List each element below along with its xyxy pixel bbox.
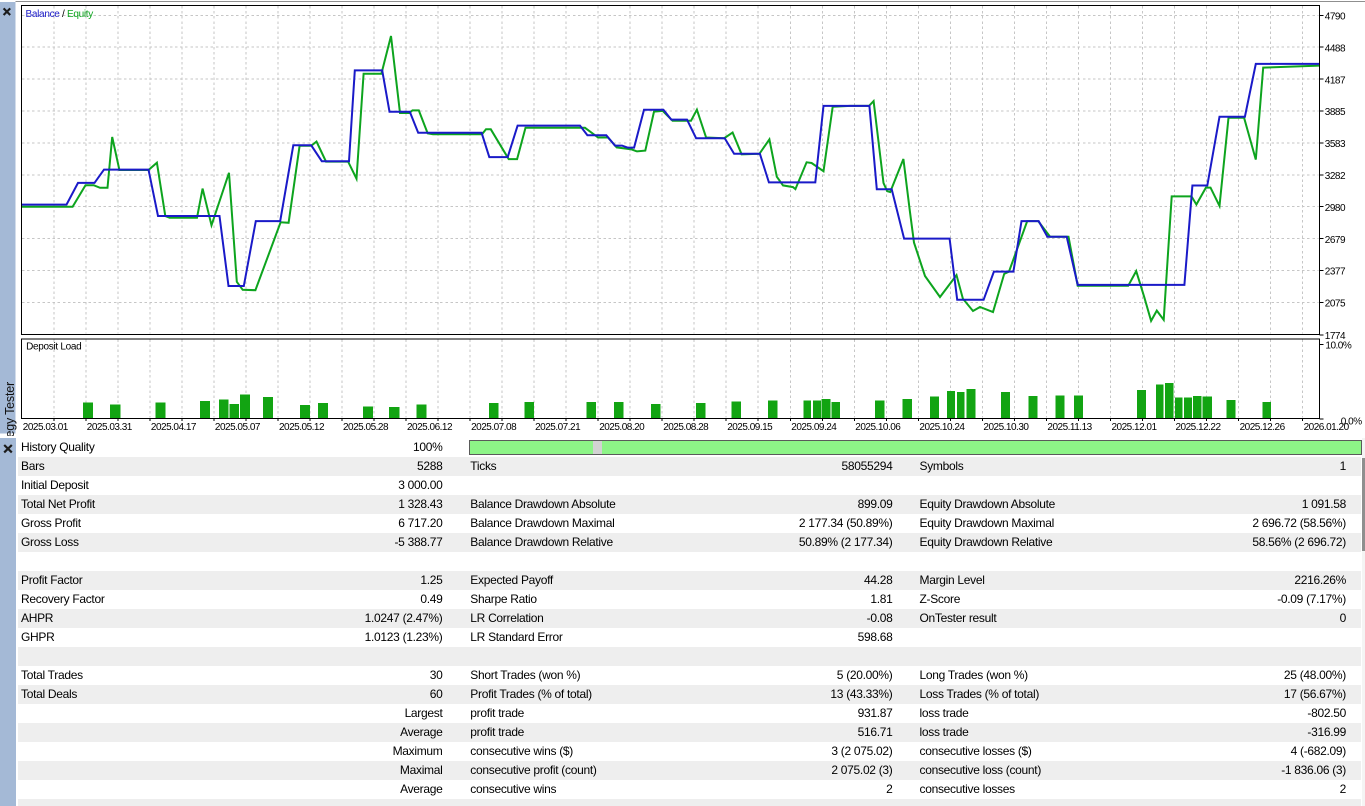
svg-text:2980: 2980 xyxy=(1325,203,1346,214)
svg-text:0.0%: 0.0% xyxy=(1341,417,1362,428)
svg-text:2025.05.28: 2025.05.28 xyxy=(343,422,389,433)
svg-text:3885: 3885 xyxy=(1325,107,1346,118)
svg-text:2025.06.12: 2025.06.12 xyxy=(407,422,453,433)
svg-text:2025.07.08: 2025.07.08 xyxy=(471,422,517,433)
svg-text:10.0%: 10.0% xyxy=(1325,340,1351,351)
svg-text:3282: 3282 xyxy=(1325,171,1346,182)
svg-text:2025.08.20: 2025.08.20 xyxy=(599,422,645,433)
svg-text:1774: 1774 xyxy=(1325,331,1346,342)
svg-text:4488: 4488 xyxy=(1325,43,1346,54)
svg-text:2026.01.20: 2026.01.20 xyxy=(1304,422,1350,433)
svg-text:2377: 2377 xyxy=(1325,267,1346,278)
svg-text:2025.11.13: 2025.11.13 xyxy=(1047,422,1092,433)
svg-text:2025.04.17: 2025.04.17 xyxy=(151,422,197,433)
svg-text:2025.08.28: 2025.08.28 xyxy=(663,422,709,433)
svg-text:2025.10.24: 2025.10.24 xyxy=(919,422,965,433)
svg-text:2025.12.26: 2025.12.26 xyxy=(1240,422,1286,433)
svg-text:2679: 2679 xyxy=(1325,235,1346,246)
svg-text:egy Tester: egy Tester xyxy=(3,382,17,436)
svg-text:2025.09.24: 2025.09.24 xyxy=(791,422,837,433)
svg-text:4187: 4187 xyxy=(1325,75,1346,86)
svg-text:2025.05.07: 2025.05.07 xyxy=(215,422,261,433)
svg-text:2025.10.30: 2025.10.30 xyxy=(983,422,1029,433)
svg-text:2025.10.06: 2025.10.06 xyxy=(855,422,901,433)
svg-text:2025.07.21: 2025.07.21 xyxy=(535,422,581,433)
svg-text:Deposit Load: Deposit Load xyxy=(26,342,81,353)
svg-text:Balance / Equity: Balance / Equity xyxy=(26,9,94,20)
svg-text:2075: 2075 xyxy=(1325,299,1346,310)
svg-text:4790: 4790 xyxy=(1325,12,1346,23)
svg-text:2025.03.31: 2025.03.31 xyxy=(87,422,133,433)
svg-text:2025.03.01: 2025.03.01 xyxy=(23,422,69,433)
svg-text:2025.09.15: 2025.09.15 xyxy=(727,422,773,433)
svg-text:2025.12.01: 2025.12.01 xyxy=(1112,422,1158,433)
svg-text:2025.05.12: 2025.05.12 xyxy=(279,422,325,433)
svg-text:2025.12.22: 2025.12.22 xyxy=(1176,422,1222,433)
svg-text:3583: 3583 xyxy=(1325,139,1346,150)
